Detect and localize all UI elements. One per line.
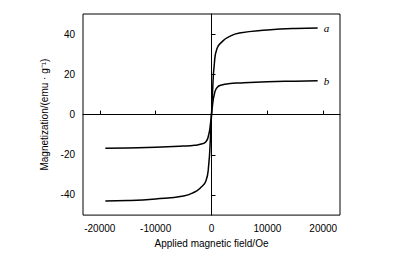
svg-text:-20000: -20000	[84, 223, 116, 234]
svg-text:a: a	[324, 22, 330, 34]
svg-text:-10000: -10000	[140, 223, 172, 234]
svg-text:Applied magnetic field/Oe: Applied magnetic field/Oe	[155, 238, 269, 249]
svg-text:20000: 20000	[309, 223, 337, 234]
svg-text:10000: 10000	[253, 223, 281, 234]
svg-text:0: 0	[209, 223, 215, 234]
svg-text:-40: -40	[61, 189, 76, 200]
svg-text:Magnetization/(emu · g⁻¹): Magnetization/(emu · g⁻¹)	[39, 59, 50, 171]
svg-text:b: b	[324, 75, 330, 87]
svg-text:20: 20	[64, 69, 76, 80]
svg-text:0: 0	[69, 109, 75, 120]
svg-text:40: 40	[64, 29, 76, 40]
svg-text:-20: -20	[61, 149, 76, 160]
